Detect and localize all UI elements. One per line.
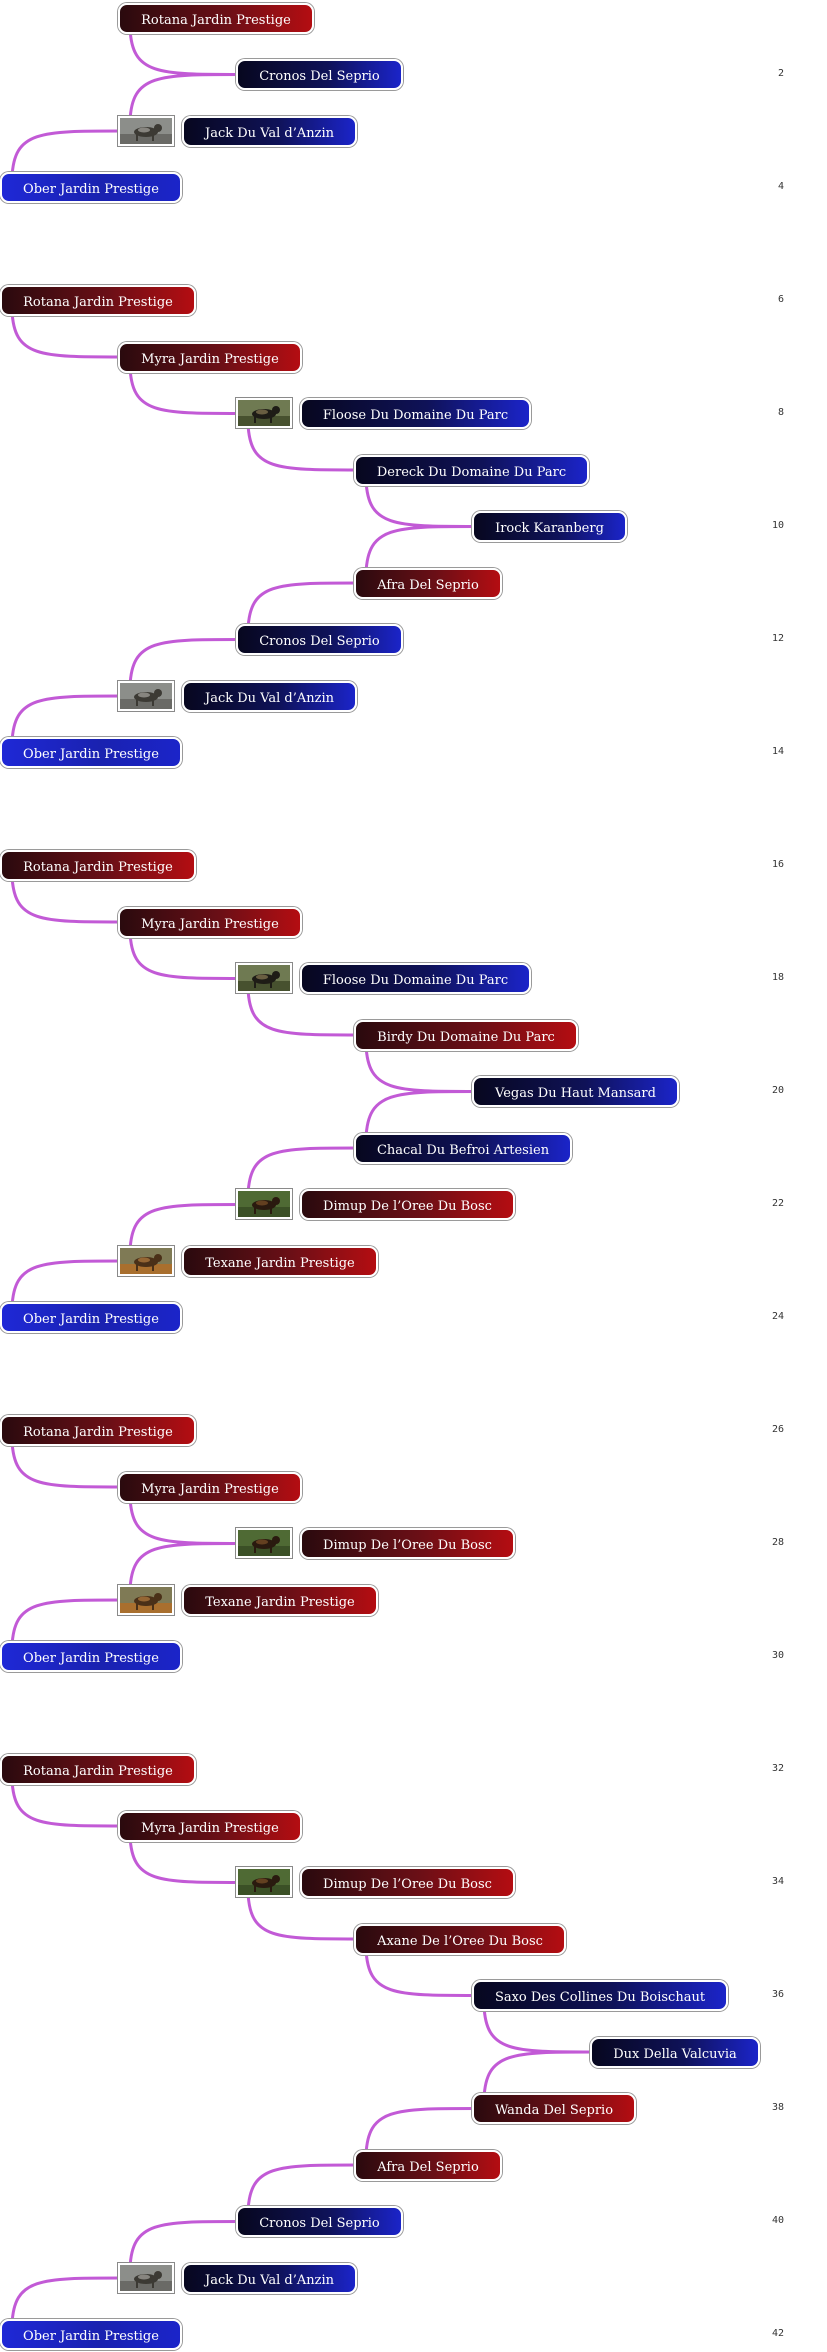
connector-line (364, 2107, 478, 2157)
pedigree-node[interactable]: Afra Del Seprio (354, 567, 502, 599)
row-number: 10 (771, 519, 784, 531)
pedigree-node[interactable]: Rotana Jardin Prestige (0, 1415, 196, 1446)
row-number: 42 (771, 2327, 784, 2339)
row-number: 18 (771, 971, 784, 983)
pedigree-node[interactable]: Cronos Del Seprio (236, 59, 403, 90)
row-number: 26 (771, 1423, 784, 1435)
row-number: 32 (771, 1762, 784, 1774)
pedigree-node[interactable]: Ober Jardin Prestige (0, 172, 182, 203)
pedigree-node[interactable]: Rotana Jardin Prestige (0, 1754, 196, 1785)
row-number: 22 (771, 1197, 784, 1209)
pedigree-node[interactable]: Wanda Del Seprio (472, 2093, 636, 2124)
pedigree-node[interactable]: Myra Jardin Prestige (118, 1471, 302, 1503)
row-number: 38 (771, 2101, 784, 2113)
connector-line (246, 1146, 360, 1196)
dog-photo-thumbnail[interactable] (236, 398, 292, 428)
row-number: 34 (771, 1875, 784, 1887)
pedigree-node[interactable]: Axane De l’Oree Du Bosc (354, 1923, 566, 1955)
dog-photo-thumbnail[interactable] (118, 680, 174, 711)
connector-line (246, 987, 360, 1037)
connector-line (10, 874, 124, 924)
pedigree-node[interactable]: Ober Jardin Prestige (0, 1641, 182, 1672)
connector-line (10, 1778, 124, 1828)
connector-line (10, 1259, 124, 1309)
connector-line (128, 73, 242, 123)
pedigree-node[interactable]: Afra Del Seprio (354, 2149, 502, 2181)
pedigree-node[interactable]: Myra Jardin Prestige (118, 1810, 302, 1842)
connector-line (10, 694, 124, 744)
pedigree-node[interactable]: Birdy Du Domaine Du Parc (354, 1019, 578, 1051)
connector-line (482, 2050, 596, 2100)
row-number: 40 (771, 2214, 784, 2226)
pedigree-node[interactable]: Saxo Des Collines Du Boischaut (472, 1980, 728, 2011)
dog-photo-thumbnail[interactable] (118, 1584, 174, 1615)
connector-line (10, 1439, 124, 1489)
connector-line (364, 1090, 478, 1140)
connector-line (246, 422, 360, 472)
connector-line (10, 1598, 124, 1648)
row-number: 28 (771, 1536, 784, 1548)
pedigree-node[interactable]: Chacal Du Befroi Artesien (354, 1132, 572, 1164)
pedigree-node[interactable]: Rotana Jardin Prestige (118, 2, 314, 34)
pedigree-node[interactable]: Dimup De l’Oree Du Bosc (300, 1867, 515, 1898)
row-number: 8 (777, 406, 784, 418)
connector-line (10, 309, 124, 359)
pedigree-node[interactable]: Myra Jardin Prestige (118, 341, 302, 373)
connector-line (128, 1834, 242, 1884)
pedigree-node[interactable]: Dux Della Valcuvia (590, 2036, 760, 2068)
connector-line (246, 2163, 360, 2213)
row-number: 6 (777, 293, 784, 305)
dog-photo-thumbnail[interactable] (118, 115, 174, 146)
pedigree-node[interactable]: Floose Du Domaine Du Parc (300, 398, 531, 429)
pedigree-node[interactable]: Rotana Jardin Prestige (0, 285, 196, 316)
row-number: 12 (771, 632, 784, 644)
row-number: 14 (771, 745, 784, 757)
pedigree-node[interactable]: Ober Jardin Prestige (0, 2319, 182, 2350)
row-number: 36 (771, 1988, 784, 2000)
connector-line (128, 638, 242, 688)
pedigree-node[interactable]: Dimup De l’Oree Du Bosc (300, 1528, 515, 1559)
dog-photo-thumbnail[interactable] (236, 1189, 292, 1219)
connector-line (246, 1891, 360, 1941)
pedigree-node[interactable]: Texane Jardin Prestige (182, 1584, 378, 1616)
pedigree-node[interactable]: Vegas Du Haut Mansard (472, 1076, 679, 1107)
pedigree-node[interactable]: Dereck Du Domaine Du Parc (354, 454, 589, 486)
row-number: 2 (777, 67, 784, 79)
pedigree-node[interactable]: Cronos Del Seprio (236, 624, 403, 655)
row-number: 24 (771, 1310, 784, 1322)
connector-line (364, 525, 478, 575)
pedigree-node[interactable]: Irock Karanberg (472, 511, 627, 542)
connector-line (364, 1947, 478, 1997)
connector-line (128, 1203, 242, 1253)
dog-photo-thumbnail[interactable] (236, 1867, 292, 1897)
pedigree-node[interactable]: Jack Du Val d’Anzin (182, 680, 357, 712)
row-number: 20 (771, 1084, 784, 1096)
connector-line (10, 129, 124, 179)
dog-photo-thumbnail[interactable] (236, 963, 292, 993)
pedigree-node[interactable]: Texane Jardin Prestige (182, 1245, 378, 1277)
pedigree-node[interactable]: Jack Du Val d’Anzin (182, 115, 357, 147)
connector-line (128, 1542, 242, 1592)
pedigree-node[interactable]: Jack Du Val d’Anzin (182, 2262, 357, 2294)
dog-photo-thumbnail[interactable] (236, 1528, 292, 1558)
dog-photo-thumbnail[interactable] (118, 2262, 174, 2293)
row-number: 30 (771, 1649, 784, 1661)
dog-photo-thumbnail[interactable] (118, 1245, 174, 1276)
row-number: 4 (777, 180, 784, 192)
pedigree-node[interactable]: Myra Jardin Prestige (118, 906, 302, 938)
connector-line (246, 581, 360, 631)
connector-line (128, 930, 242, 980)
pedigree-node[interactable]: Ober Jardin Prestige (0, 1302, 182, 1333)
pedigree-node[interactable]: Cronos Del Seprio (236, 2206, 403, 2237)
connector-line (10, 2276, 124, 2326)
connector-line (128, 365, 242, 415)
connector-line (128, 2220, 242, 2270)
row-number: 16 (771, 858, 784, 870)
pedigree-node[interactable]: Floose Du Domaine Du Parc (300, 963, 531, 994)
pedigree-node[interactable]: Rotana Jardin Prestige (0, 850, 196, 881)
pedigree-node[interactable]: Ober Jardin Prestige (0, 737, 182, 768)
pedigree-node[interactable]: Dimup De l’Oree Du Bosc (300, 1189, 515, 1220)
